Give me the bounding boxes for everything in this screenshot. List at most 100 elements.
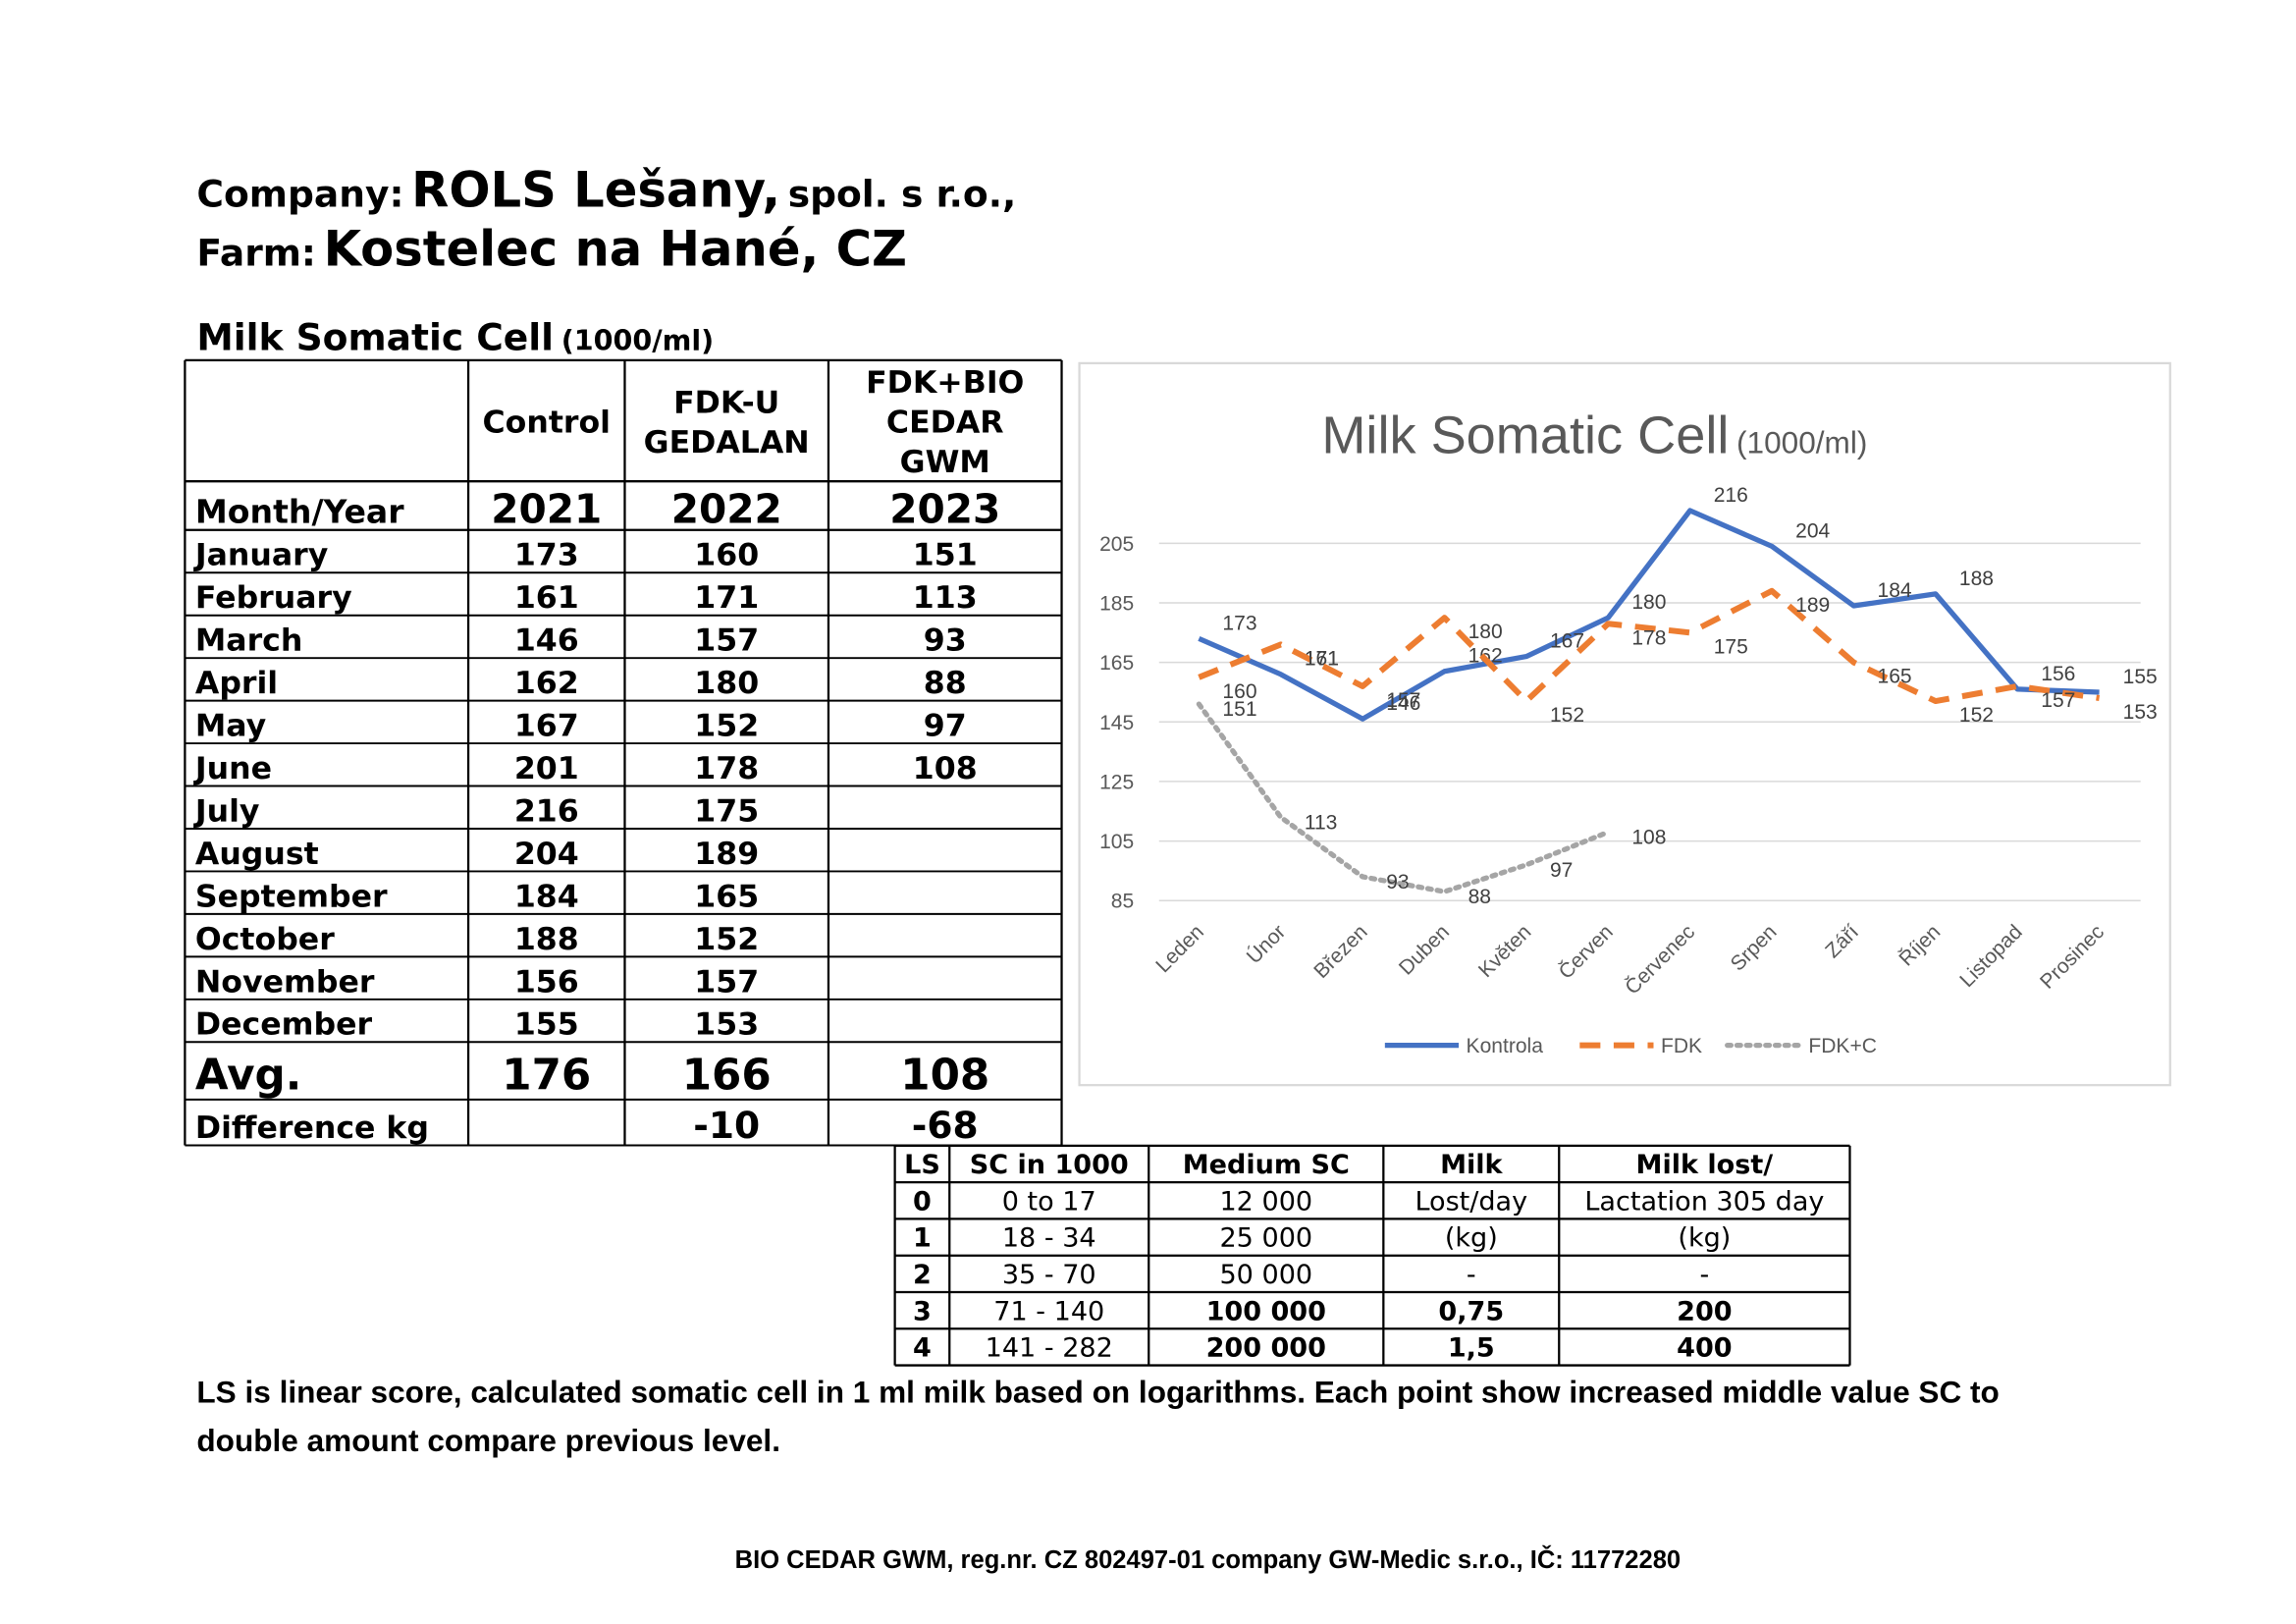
data-label: 156 [2041,663,2075,685]
cell-value: 146 [514,623,579,659]
ls-cell: 200 000 [1206,1333,1326,1364]
cell-value: 157 [694,623,759,659]
series-line [1198,587,2101,705]
avg-value: 166 [682,1051,772,1100]
data-label: 151 [1222,698,1256,721]
data-label: 93 [1386,871,1409,893]
ls-cell: 1 [913,1223,932,1254]
cell-value: 184 [514,879,579,914]
data-label: 88 [1468,886,1491,908]
month: August [195,837,319,872]
data-label: 97 [1550,859,1573,882]
y-tick-label: 205 [1099,533,1134,556]
ls-cell: 3 [913,1296,932,1326]
month: November [195,964,375,1000]
cell-value: 156 [514,964,579,1000]
chart-title-text: Milk Somatic Cell [1321,406,1729,465]
data-label: 167 [1550,630,1584,653]
ls-cell: 12 000 [1219,1186,1312,1217]
avg-value: 108 [900,1051,989,1100]
column-header: FDK+BIO [866,365,1024,401]
table-title-text: Milk Somatic Cell [196,315,554,358]
ls-cell: (kg) [1445,1223,1498,1254]
ls-cell: 50 000 [1219,1260,1312,1290]
month: October [195,922,335,957]
month: July [193,793,260,829]
cell-value: 165 [694,879,759,914]
company-label: Company: [196,173,403,216]
ls-cell: 71 - 140 [993,1296,1104,1326]
ls-cell: 25 000 [1219,1223,1312,1254]
cell-value: 161 [514,580,579,616]
column-header: CEDAR [886,406,1004,441]
ls-cell: 0 to 17 [1002,1186,1096,1217]
cell-value: 88 [924,666,967,701]
column-header: Control [483,406,611,441]
ls-cell: 0 [913,1186,932,1217]
cell-value: 108 [913,751,978,786]
cell-value: 162 [514,666,579,701]
year: 2022 [671,485,782,532]
note-line: double amount compare previous level. [196,1423,780,1458]
data-label: 113 [1305,811,1338,834]
ls-cell: (kg) [1678,1223,1731,1254]
cell-value: 201 [514,751,579,786]
month: February [195,580,352,616]
cell-value: 180 [694,666,759,701]
ls-cell: Lost/day [1415,1186,1527,1217]
ls-cell: 100 000 [1206,1296,1326,1326]
data-label: 180 [1468,621,1503,643]
cell-value: 171 [694,580,759,616]
company-suffix: spol. s r.o., [788,173,1017,216]
ls-cell: 18 - 34 [1002,1223,1096,1254]
legend-label: FDK+C [1808,1035,1877,1057]
month: September [195,879,388,914]
cell-value: 160 [694,538,759,573]
data-label: 204 [1795,519,1830,542]
column-header: GEDALAN [644,425,810,460]
cell-value: 189 [694,837,759,872]
ls-cell: - [1699,1260,1709,1290]
y-tick-label: 165 [1099,652,1134,675]
avg-value: 176 [502,1051,591,1100]
year: 2021 [491,485,602,532]
y-tick-label: 105 [1099,831,1134,853]
farm-label: Farm: [196,232,316,275]
cell-value: 93 [924,623,967,659]
ls-cell: 200 [1677,1296,1732,1326]
difference-label: Difference kg [195,1110,429,1146]
avg-label: Avg. [195,1051,301,1100]
data-label: 157 [2041,689,2075,712]
data-label: 184 [1878,579,1912,602]
series-line [1196,701,1611,894]
y-tick-label: 85 [1111,891,1134,913]
ls-cell: 35 - 70 [1002,1260,1096,1290]
cell-value: 188 [514,922,579,957]
column-header: FDK-U [673,385,779,420]
cell-value: 153 [694,1007,759,1043]
data-label: 171 [1305,647,1339,670]
month: June [193,751,272,786]
ls-header: LS [904,1150,940,1180]
data-label: 152 [1959,704,1994,727]
data-label: 161 [1305,648,1339,671]
cell-value: 151 [913,538,978,573]
series-line [1198,508,2100,722]
y-tick-label: 125 [1099,771,1134,793]
row-label: Month/Year [195,492,404,530]
ls-cell: 4 [913,1333,932,1364]
column-header: GWM [900,445,990,480]
month: April [195,666,278,701]
year: 2023 [889,485,1000,532]
ls-header: Milk lost/ [1636,1150,1774,1180]
footer: BIO CEDAR GWM, reg.nr. CZ 802497-01 comp… [735,1544,1681,1574]
legend-label: Kontrola [1467,1035,1544,1057]
ls-cell: 141 - 282 [986,1333,1113,1364]
y-tick-label: 145 [1099,712,1134,734]
farm-line: Farm: Kostelec na Hané, CZ [196,221,907,278]
data-label: 173 [1222,612,1256,634]
ls-header: Medium SC [1183,1150,1350,1180]
data-label: 160 [1222,680,1256,703]
cell-value: 204 [514,837,579,872]
